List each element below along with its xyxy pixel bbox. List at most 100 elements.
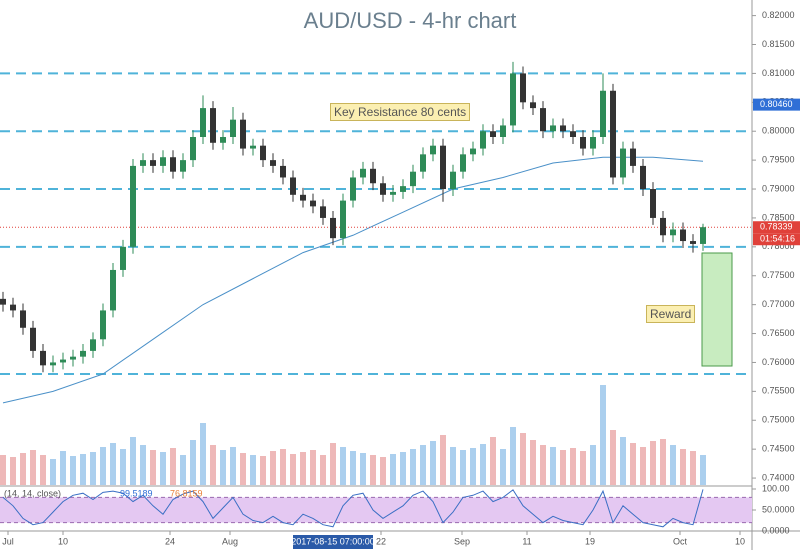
countdown: 01:54:16 — [760, 234, 795, 244]
reward-box — [701, 252, 733, 367]
volume-bar — [460, 450, 466, 485]
volume-bar — [620, 437, 626, 485]
resistance-note: Key Resistance 80 cents — [330, 103, 471, 121]
candle-body — [450, 171, 456, 190]
candle-body — [690, 241, 696, 244]
candle-body — [460, 154, 466, 172]
y-tick-label: 0.76500 — [762, 328, 795, 338]
volume-bar — [300, 452, 306, 485]
volume-bar — [440, 435, 446, 485]
candle-body — [530, 102, 536, 109]
y-tick-label: 0.74500 — [762, 444, 795, 454]
y-tick-label: 0.79000 — [762, 183, 795, 193]
volume-bar — [140, 445, 146, 485]
volume-bar — [370, 455, 376, 485]
candle-body — [320, 206, 326, 218]
y-tick-label: 0.78500 — [762, 212, 795, 222]
volume-bar — [540, 445, 546, 485]
candle-body — [190, 137, 196, 161]
volume-bar — [170, 448, 176, 485]
oscillator-tick-label: 50.0000 — [762, 504, 795, 514]
volume-bar — [270, 451, 276, 485]
candle-body — [310, 200, 316, 207]
candle-body — [140, 160, 146, 166]
volume-bar — [240, 453, 246, 485]
volume-bar — [490, 437, 496, 485]
candle-body — [90, 339, 96, 351]
volume-bar — [50, 459, 56, 485]
candle-body — [600, 90, 606, 138]
candle-body — [640, 165, 646, 190]
volume-bar — [480, 444, 486, 485]
volume-bar — [510, 427, 516, 485]
candle-body — [400, 186, 406, 192]
volume-bar — [650, 441, 656, 485]
candle-body — [220, 137, 226, 143]
candle-body — [370, 168, 376, 184]
candle-body — [250, 145, 256, 149]
volume-bar — [400, 452, 406, 485]
volume-bar — [570, 448, 576, 485]
volume-bar — [190, 440, 196, 485]
candle-body — [280, 165, 286, 178]
volume-bar — [420, 445, 426, 485]
y-tick-label: 0.81500 — [762, 39, 795, 49]
candle-body — [70, 356, 76, 360]
volume-bar — [680, 449, 686, 485]
oscillator-readout: 99.5189 — [120, 488, 153, 498]
candle-body — [60, 359, 66, 363]
volume-bar — [90, 452, 96, 485]
volume-bar — [580, 451, 586, 485]
price-label: 0.80460 — [760, 99, 793, 109]
volume-bar — [630, 443, 636, 485]
candle-body — [360, 168, 366, 178]
volume-bar — [500, 449, 506, 485]
y-tick-label: 0.79500 — [762, 155, 795, 165]
oscillator-tick-label: 0.0000 — [762, 525, 790, 535]
candle-body — [620, 148, 626, 178]
y-tick-label: 0.82000 — [762, 10, 795, 20]
candle-body — [330, 217, 336, 239]
volume-bar — [320, 455, 326, 485]
chart-title: AUD/USD - 4-hr chart — [304, 8, 517, 33]
volume-bar — [660, 439, 666, 485]
volume-bar — [70, 456, 76, 485]
volume-bar — [210, 445, 216, 485]
candle-body — [160, 157, 166, 166]
x-tick-label: 19 — [585, 536, 595, 546]
volume-bar — [600, 385, 606, 485]
volume-bar — [310, 450, 316, 485]
candle-body — [440, 145, 446, 190]
x-tick-label: Aug — [222, 536, 238, 546]
volume-bar — [410, 449, 416, 485]
y-tick-label: 0.75000 — [762, 415, 795, 425]
x-tick-label: Oct — [673, 536, 688, 546]
oscillator-line — [2, 489, 704, 528]
reward-note: Reward — [646, 305, 696, 323]
candle-body — [680, 229, 686, 242]
x-tick-label: 24 — [165, 536, 175, 546]
volume-bar — [260, 456, 266, 485]
candle-body — [540, 108, 546, 132]
candle-body — [340, 200, 346, 239]
y-tick-label: 0.74000 — [762, 472, 795, 482]
candle-body — [570, 131, 576, 138]
candle-body — [500, 125, 506, 138]
candle-body — [560, 125, 566, 132]
volume-bar — [250, 455, 256, 485]
volume-bar — [550, 447, 556, 485]
volume-bar — [30, 450, 36, 485]
candle-body — [660, 217, 666, 236]
volume-bar — [690, 451, 696, 485]
volume-bar — [160, 452, 166, 485]
volume-bar — [610, 430, 616, 485]
volume-bar — [200, 423, 206, 485]
x-tick-label: 11 — [522, 536, 531, 546]
crosshair-date: 2017-08-15 07:00:00 — [291, 536, 375, 546]
volume-bar — [180, 455, 186, 485]
volume-bar — [10, 457, 16, 485]
volume-bar — [150, 450, 156, 485]
volume-bar — [330, 443, 336, 485]
